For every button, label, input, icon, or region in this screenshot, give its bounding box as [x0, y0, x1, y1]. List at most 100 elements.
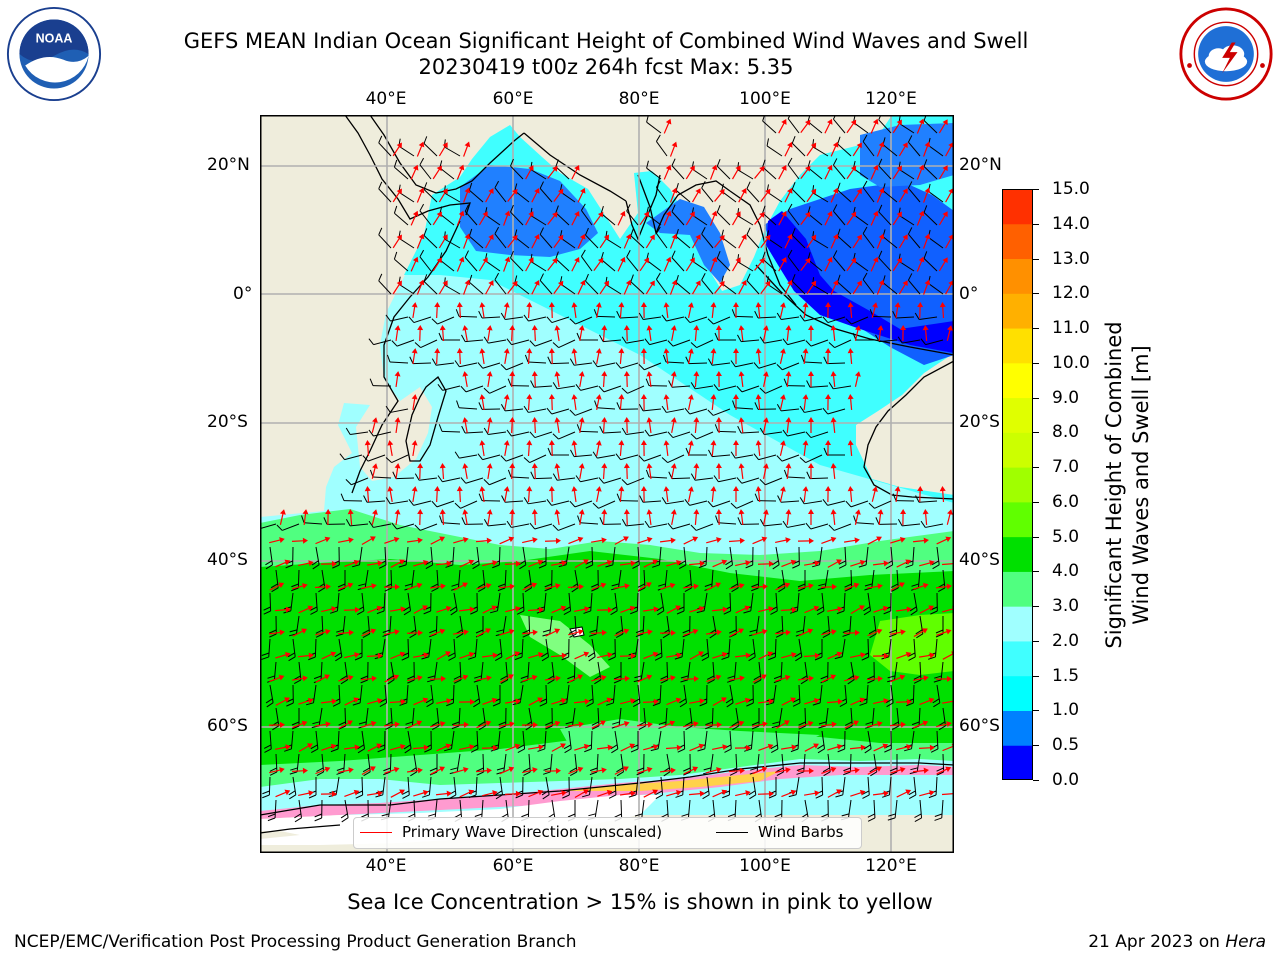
colorbar-segment	[1002, 223, 1033, 260]
wind-barb	[267, 799, 277, 822]
wave-direction-arrow	[392, 142, 402, 157]
wave-direction-arrow	[735, 605, 751, 614]
wave-direction-arrow	[731, 165, 741, 180]
wind-barb	[461, 425, 484, 434]
wave-direction-arrow	[689, 605, 705, 613]
wave-direction-arrow	[798, 583, 814, 590]
wave-direction-arrow	[392, 234, 402, 249]
wind-barb	[684, 498, 708, 506]
wave-direction-arrow	[876, 233, 885, 249]
wind-barb	[644, 520, 668, 528]
wind-barb	[907, 181, 921, 203]
wind-barb	[477, 569, 486, 593]
wave-direction-arrow	[846, 211, 857, 226]
wave-direction-arrow	[417, 509, 424, 526]
colorbar-tick-mark	[1033, 780, 1039, 781]
wave-direction-arrow	[291, 675, 308, 682]
wind-barb	[890, 569, 899, 592]
wave-direction-arrow	[762, 371, 769, 387]
wave-direction-arrow	[892, 165, 902, 180]
wind-barb	[386, 661, 395, 685]
wave-direction-arrow	[315, 536, 331, 545]
wind-barb	[539, 273, 553, 295]
wave-direction-arrow	[709, 256, 718, 272]
wave-direction-arrow	[682, 675, 699, 682]
wave-direction-arrow	[456, 210, 465, 226]
wave-direction-arrow	[827, 606, 843, 613]
wave-direction-arrow	[601, 325, 608, 342]
wave-direction-arrow	[367, 743, 383, 752]
colorbar-segment	[1002, 501, 1033, 538]
wind-barb	[547, 356, 570, 365]
wind-barb	[683, 753, 691, 776]
wave-direction-arrow	[877, 509, 884, 526]
wave-direction-arrow	[917, 302, 924, 319]
wave-direction-arrow	[646, 509, 653, 526]
wave-direction-arrow	[830, 279, 839, 295]
kerguelen-lee	[520, 615, 610, 677]
wind-barb	[823, 447, 845, 456]
lat-label-right-0: 0°	[959, 284, 979, 304]
wave-direction-arrow	[578, 417, 585, 433]
wind-barb	[754, 310, 777, 319]
wave-direction-arrow	[898, 142, 908, 157]
noaa-logo-text: NOAA	[36, 31, 73, 45]
wind-barb	[386, 354, 409, 364]
wave-direction-arrow	[758, 651, 774, 660]
wave-direction-arrow	[407, 582, 423, 590]
wave-direction-arrow	[923, 187, 931, 203]
lon-label-bottom-80e: 80°E	[618, 856, 660, 876]
wave-direction-arrow	[509, 371, 516, 388]
wave-direction-arrow	[689, 651, 704, 660]
wave-direction-arrow	[485, 234, 494, 249]
wind-barb	[838, 546, 847, 569]
colorbar-title-line2: Wind Waves and Swell [m]	[1129, 345, 1153, 625]
wind-barb	[759, 336, 783, 344]
wave-direction-arrow	[847, 394, 854, 411]
wave-direction-arrow	[852, 280, 862, 295]
wind-barb	[408, 498, 432, 506]
wave-direction-arrow	[687, 302, 694, 318]
wind-barb	[706, 661, 715, 684]
wave-direction-arrow	[486, 325, 493, 342]
wave-direction-arrow	[367, 698, 383, 705]
wind-barb	[730, 500, 754, 509]
wind-barb	[892, 493, 915, 502]
wind-barb	[920, 338, 944, 346]
wave-direction-arrow	[850, 605, 865, 615]
wave-direction-arrow	[640, 394, 647, 411]
wave-direction-arrow	[486, 509, 493, 526]
wave-direction-arrow	[640, 440, 647, 457]
wind-barb	[425, 684, 434, 708]
wave-direction-arrow	[689, 743, 705, 752]
wave-direction-arrow	[595, 486, 602, 502]
wave-direction-arrow	[755, 440, 762, 457]
wave-direction-arrow	[847, 348, 854, 365]
wave-direction-arrow	[693, 325, 700, 342]
wind-barb	[913, 661, 922, 684]
wave-direction-arrow	[738, 234, 747, 249]
wind-barb	[382, 615, 392, 637]
wave-direction-arrow	[824, 256, 833, 272]
wind-barb	[498, 707, 507, 730]
wave-direction-arrow	[439, 463, 446, 480]
wind-barb	[713, 383, 737, 391]
wave-direction-arrow	[412, 744, 429, 751]
wave-direction-arrow	[366, 652, 383, 659]
wind-barb	[368, 338, 392, 346]
wind-barb	[843, 753, 852, 776]
wind-barb	[799, 314, 823, 322]
wind-barb	[762, 159, 777, 180]
wind-barb	[889, 754, 898, 776]
wave-direction-arrow	[804, 605, 820, 614]
wind-barb	[621, 518, 645, 527]
wave-direction-arrow	[275, 789, 291, 798]
wave-direction-arrow	[733, 394, 739, 410]
wind-barb	[270, 569, 279, 593]
wave-direction-arrow	[797, 767, 814, 774]
wave-direction-arrow	[733, 440, 739, 456]
wind-barb	[495, 776, 504, 800]
colorbar-tick-mark	[1033, 432, 1039, 434]
wave-direction-arrow	[314, 583, 331, 590]
wave-direction-arrow	[669, 187, 678, 203]
